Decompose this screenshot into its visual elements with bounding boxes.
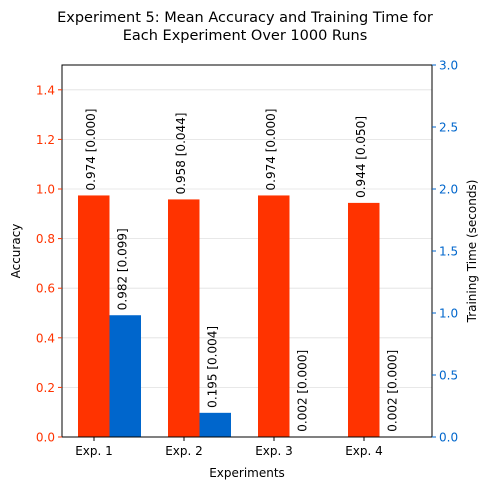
x-axis-tick-label: Exp. 2 <box>165 444 203 458</box>
x-axis-tick-label: Exp. 4 <box>345 444 383 458</box>
bar <box>168 199 200 437</box>
left-axis-tick-label: 1.0 <box>36 183 55 197</box>
right-axis-label: Training Time (seconds) <box>465 180 479 324</box>
chart-title-line1: Experiment 5: Mean Accuracy and Training… <box>57 10 433 26</box>
right-axis-tick-label: 0.0 <box>439 431 458 445</box>
bar <box>199 412 231 437</box>
x-axis-tick-label: Exp. 3 <box>255 444 293 458</box>
left-axis-tick-label: 0.4 <box>36 331 55 345</box>
x-axis-label: Experiments <box>209 466 285 480</box>
right-axis-tick-label: 3.0 <box>439 59 458 73</box>
bar-labels: 0.974 [0.000] 0.958 [0.044] 0.974 [0.000] 0… <box>84 109 400 432</box>
bar-value-label: 0.974 [0.000] <box>264 109 278 191</box>
left-axis: 0.0 0.2 0.4 0.6 0.8 1.0 1.2 1.4 <box>36 83 62 445</box>
bar-value-label: 0.958 [0.044] <box>174 113 188 195</box>
x-axis: Exp. 1 Exp. 2 Exp. 3 Exp. 4 <box>75 437 383 458</box>
left-axis-tick-label: 0.6 <box>36 282 55 296</box>
bar <box>258 195 290 437</box>
left-axis-tick-label: 0.2 <box>36 381 55 395</box>
right-axis-tick-label: 0.5 <box>439 369 458 383</box>
right-axis-tick-label: 1.0 <box>439 307 458 321</box>
left-axis-label: Accuracy <box>9 224 23 279</box>
bar-value-label: 0.982 [0.099] <box>115 228 129 310</box>
bars <box>78 195 411 438</box>
bar <box>78 195 110 437</box>
left-axis-tick-label: 1.4 <box>36 83 55 97</box>
bar-value-label: 0.974 [0.000] <box>84 109 98 191</box>
left-axis-tick-label: 0.0 <box>36 431 55 445</box>
bar-value-label: 0.002 [0.000] <box>295 350 309 432</box>
bar <box>109 315 141 437</box>
chart-title-line2: Each Experiment Over 1000 Runs <box>123 28 368 44</box>
bar-value-label: 0.944 [0.050] <box>354 116 368 198</box>
left-axis-tick-label: 0.8 <box>36 232 55 246</box>
bar-value-label: 0.002 [0.000] <box>385 350 399 432</box>
left-axis-tick-label: 1.2 <box>36 133 55 147</box>
bar <box>348 202 380 437</box>
right-axis-tick-label: 1.5 <box>439 245 458 259</box>
right-axis-tick-label: 2.5 <box>439 121 458 135</box>
right-axis: 0.0 0.5 1.0 1.5 2.0 2.5 3.0 <box>432 59 458 445</box>
x-axis-tick-label: Exp. 1 <box>75 444 113 458</box>
right-axis-tick-label: 2.0 <box>439 183 458 197</box>
bar-value-label: 0.195 [0.004] <box>205 326 219 408</box>
